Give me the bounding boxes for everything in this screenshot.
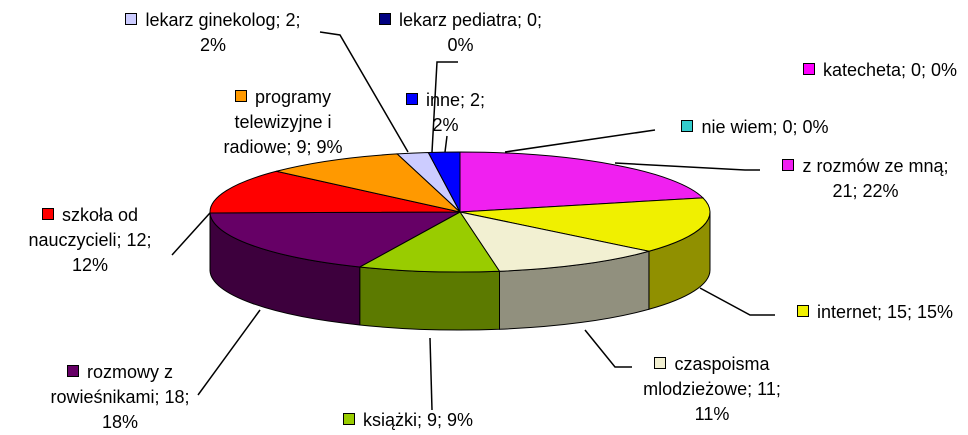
legend-marker: [379, 13, 391, 25]
label-text: internet; 15; 15%: [817, 302, 953, 322]
legend-marker: [235, 90, 247, 102]
legend-marker: [125, 13, 137, 25]
leader-line: [585, 330, 632, 367]
label-text: z rozmów ze mną; 21; 22%: [802, 156, 948, 201]
data-label: czaspoisma mlodzieżowe; 11; 11%: [632, 352, 792, 427]
leader-line: [198, 310, 260, 395]
legend-marker: [782, 159, 794, 171]
data-label: internet; 15; 15%: [780, 300, 968, 325]
legend-marker: [343, 413, 355, 425]
data-label: z rozmów ze mną; 21; 22%: [778, 154, 953, 204]
legend-marker: [654, 357, 666, 369]
slice-side: [360, 267, 500, 330]
legend-marker: [797, 305, 809, 317]
legend-marker: [681, 120, 693, 132]
legend-marker: [406, 93, 418, 105]
data-label: programy telewizyjne i radiowe; 9; 9%: [208, 85, 358, 160]
data-label: nie wiem; 0; 0%: [655, 115, 855, 140]
leader-line: [615, 163, 760, 170]
label-text: nie wiem; 0; 0%: [701, 117, 828, 137]
data-label: rozmowy z rowieśnikami; 18; 18%: [35, 360, 205, 435]
legend-marker: [42, 208, 54, 220]
data-label: szkoła od nauczycieli; 12; 12%: [10, 203, 170, 278]
legend-marker: [803, 63, 815, 75]
slice-tops: [210, 152, 710, 272]
leader-line: [505, 130, 655, 152]
leader-line: [445, 136, 447, 152]
legend-marker: [67, 365, 79, 377]
data-label: lekarz ginekolog; 2; 2%: [118, 8, 308, 58]
leader-line: [700, 288, 775, 315]
data-label: inne; 2; 2%: [398, 88, 493, 138]
data-label: książki; 9; 9%: [333, 408, 483, 433]
data-label: katecheta; 0; 0%: [785, 58, 968, 83]
data-label: lekarz pediatra; 0; 0%: [368, 8, 553, 58]
label-text: katecheta; 0; 0%: [823, 60, 957, 80]
label-text: książki; 9; 9%: [363, 410, 473, 430]
leader-line: [430, 338, 432, 410]
label-text: lekarz ginekolog; 2; 2%: [145, 10, 300, 55]
label-text: inne; 2; 2%: [426, 90, 485, 135]
label-text: lekarz pediatra; 0; 0%: [399, 10, 542, 55]
